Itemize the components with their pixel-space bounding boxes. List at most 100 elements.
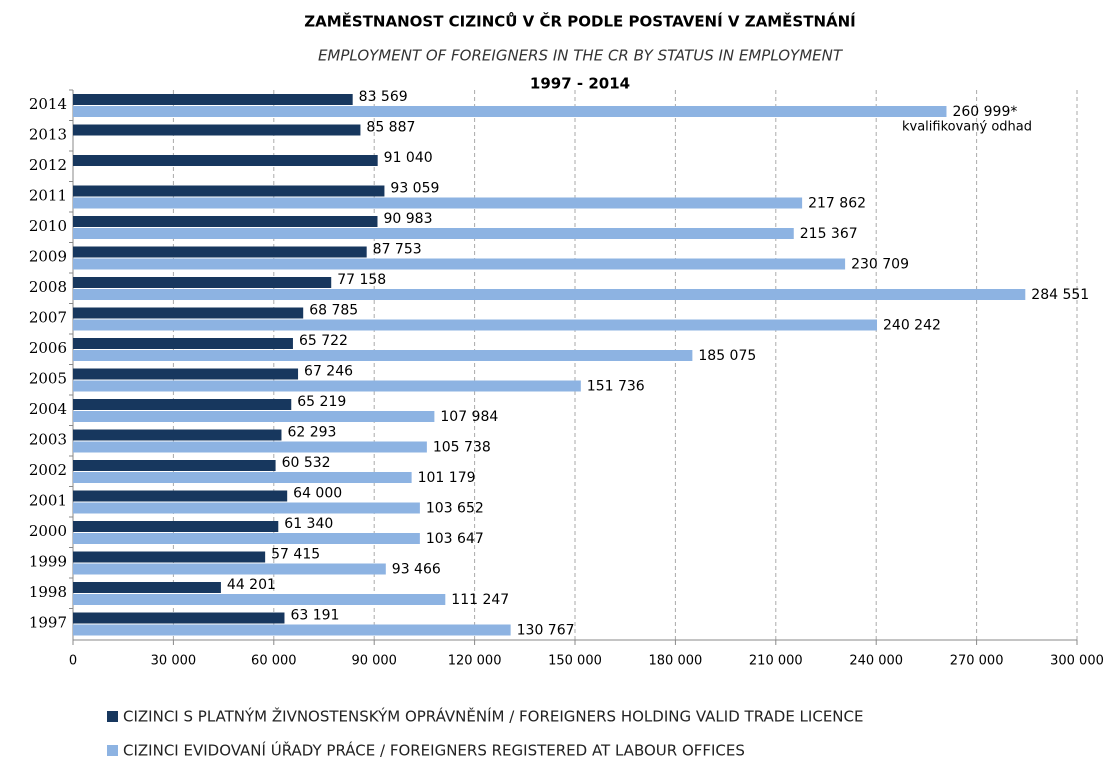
bar <box>73 350 693 361</box>
x-tick-label: 300 000 <box>1050 654 1104 669</box>
data-label: 87 753 <box>373 242 422 258</box>
bar <box>73 277 332 288</box>
bar <box>73 490 288 502</box>
data-label: 240 242 <box>883 318 941 334</box>
chart-period: 1997 - 2014 <box>530 75 630 93</box>
data-label: 60 532 <box>282 455 331 471</box>
x-tick-label: 60 000 <box>251 654 297 669</box>
data-label: 62 293 <box>287 425 336 441</box>
legend-swatch <box>107 745 118 756</box>
x-tick-label: 90 000 <box>351 654 397 669</box>
data-label: 93 059 <box>390 181 439 197</box>
bar <box>73 380 581 392</box>
y-tick-label: 2007 <box>29 309 67 327</box>
bar <box>73 197 803 209</box>
data-label: 61 340 <box>284 516 333 532</box>
data-label: 64 000 <box>293 486 342 502</box>
data-label: 91 040 <box>384 150 433 166</box>
y-tick-label: 2010 <box>29 217 67 235</box>
bar <box>73 521 279 532</box>
y-tick-label: 2003 <box>29 431 67 449</box>
data-label: 83 569 <box>359 89 408 105</box>
x-tick-label: 180 000 <box>649 654 703 669</box>
data-label: 93 466 <box>392 562 441 578</box>
data-label: 90 983 <box>383 211 432 227</box>
y-tick-label: 1999 <box>29 553 67 571</box>
y-tick-label: 1998 <box>29 583 67 601</box>
bar <box>73 582 221 593</box>
bar <box>73 399 292 410</box>
data-label: 67 246 <box>304 364 353 380</box>
y-tick-label: 2004 <box>29 400 67 418</box>
data-label: 284 551 <box>1031 287 1089 303</box>
bar <box>73 551 266 563</box>
data-label: 57 415 <box>271 547 320 563</box>
data-label: 101 179 <box>418 470 476 486</box>
bar <box>73 411 435 422</box>
bar <box>73 307 304 319</box>
bar <box>73 106 947 117</box>
bar <box>73 319 878 331</box>
x-tick-label: 0 <box>69 654 77 669</box>
data-label: 103 647 <box>426 531 484 547</box>
bar <box>73 533 420 544</box>
bar <box>73 124 361 136</box>
bar <box>73 368 299 380</box>
y-tick-label: 2011 <box>29 187 67 205</box>
x-tick-label: 270 000 <box>950 654 1004 669</box>
bar <box>73 594 446 605</box>
bar <box>73 94 353 105</box>
data-label: 85 887 <box>366 120 415 136</box>
data-label: 65 219 <box>297 394 346 410</box>
x-tick-label: 120 000 <box>448 654 502 669</box>
data-label: 185 075 <box>698 348 756 364</box>
bar <box>73 246 367 258</box>
data-label: 217 862 <box>808 196 866 212</box>
bar <box>73 258 846 270</box>
bar <box>73 612 285 624</box>
bar <box>73 216 378 227</box>
legend-swatch <box>107 711 118 722</box>
x-tick-label: 150 000 <box>548 654 602 669</box>
legend-label: CIZINCI S PLATNÝM ŽIVNOSTENSKÝM OPRÁVNĚN… <box>123 707 863 726</box>
x-tick-label: 30 000 <box>151 654 197 669</box>
bar <box>73 289 1026 300</box>
y-tick-label: 2001 <box>29 492 67 510</box>
bar <box>73 441 427 453</box>
bar <box>73 228 794 239</box>
data-label: 230 709 <box>851 257 909 273</box>
chart-subtitle: EMPLOYMENT OF FOREIGNERS IN THE CR BY ST… <box>318 47 844 65</box>
y-tick-label: 2005 <box>29 370 67 388</box>
annotation: kvalifikovaný odhad <box>902 120 1032 135</box>
bar <box>73 155 378 166</box>
data-label: 151 736 <box>587 379 645 395</box>
data-label: 111 247 <box>451 592 509 608</box>
bar <box>73 460 276 471</box>
y-tick-label: 2000 <box>29 522 67 540</box>
data-label: 130 767 <box>517 623 575 639</box>
x-tick-label: 210 000 <box>749 654 803 669</box>
chart-title: ZAMĚSTNANOST CIZINCŮ V ČR PODLE POSTAVEN… <box>304 11 856 31</box>
y-tick-label: 2013 <box>29 126 67 144</box>
bar <box>73 185 385 197</box>
data-label: 107 984 <box>440 409 498 425</box>
data-label: 65 722 <box>299 333 348 349</box>
y-tick-label: 2008 <box>29 278 67 296</box>
data-label: 215 367 <box>800 226 858 242</box>
data-label: 260 999* <box>952 104 1017 120</box>
y-tick-label: 2009 <box>29 248 67 266</box>
bar <box>73 624 511 636</box>
data-label: 44 201 <box>227 577 276 593</box>
data-label: 63 191 <box>290 608 339 624</box>
y-tick-label: 2012 <box>29 156 67 174</box>
data-label: 77 158 <box>337 272 386 288</box>
bar <box>73 563 386 575</box>
data-label: 103 652 <box>426 501 484 517</box>
data-label: 105 738 <box>433 440 491 456</box>
y-tick-label: 2014 <box>29 95 67 113</box>
legend-label: CIZINCI EVIDOVANÍ ÚŘADY PRÁCE / FOREIGNE… <box>123 741 745 760</box>
bar <box>73 338 293 349</box>
bar <box>73 502 420 514</box>
y-tick-label: 2002 <box>29 461 67 479</box>
